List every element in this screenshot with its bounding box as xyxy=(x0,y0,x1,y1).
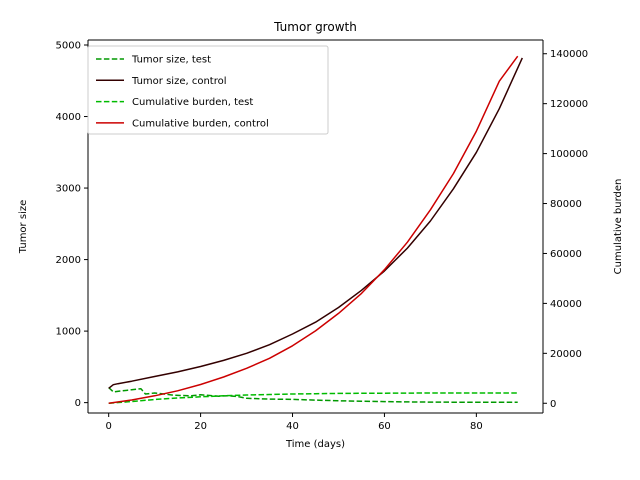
y-left-tick-label: 1000 xyxy=(56,327,81,338)
y-right-tick-label: 40000 xyxy=(550,299,582,310)
legend: Tumor size, test Tumor size, control Cumul… xyxy=(87,45,329,135)
y-left-tick-label: 0 xyxy=(75,398,81,409)
y-axis-label-right: Cumulative burden xyxy=(613,179,624,275)
x-tick-label: 40 xyxy=(286,421,299,432)
y-right-tick-label: 100000 xyxy=(550,149,588,160)
y-right-tick-label: 140000 xyxy=(550,49,588,60)
legend-label-3: Cumulative burden, test xyxy=(132,97,253,108)
plot-area: 0 20 40 60 80 0 1000 2000 3000 4000 5000 0 20000 4000… xyxy=(56,39,588,432)
legend-label-2: Tumor size, control xyxy=(131,76,227,87)
chart-title: Tumor growth xyxy=(273,20,357,34)
y-left-tick-label: 5000 xyxy=(56,41,81,52)
legend-box xyxy=(87,45,329,135)
legend-label-4: Cumulative burden, control xyxy=(132,118,269,129)
series-line-1 xyxy=(108,387,518,404)
y-left-tick-label: 2000 xyxy=(56,255,81,266)
series-line-2 xyxy=(108,57,523,389)
x-tick-label: 20 xyxy=(194,421,207,432)
series-line-3 xyxy=(108,392,518,405)
y-right-tick-label: 80000 xyxy=(550,199,582,210)
x-tick-label: 60 xyxy=(378,421,391,432)
x-tick-label: 0 xyxy=(105,421,111,432)
y-right-tick-label: 60000 xyxy=(550,249,582,260)
y-left-tick-label: 3000 xyxy=(56,184,81,195)
x-axis-label: Time (days) xyxy=(285,439,345,450)
y-axis-label-left: Tumor size xyxy=(18,200,29,254)
series-line-4 xyxy=(108,55,519,405)
y-right-tick-label: 120000 xyxy=(550,99,588,110)
y-left-tick-label: 4000 xyxy=(56,112,81,123)
x-tick-label: 80 xyxy=(470,421,483,432)
y-right-tick-label: 0 xyxy=(550,399,556,410)
y-right-tick-label: 20000 xyxy=(550,349,582,360)
legend-label-1: Tumor size, test xyxy=(131,55,211,66)
